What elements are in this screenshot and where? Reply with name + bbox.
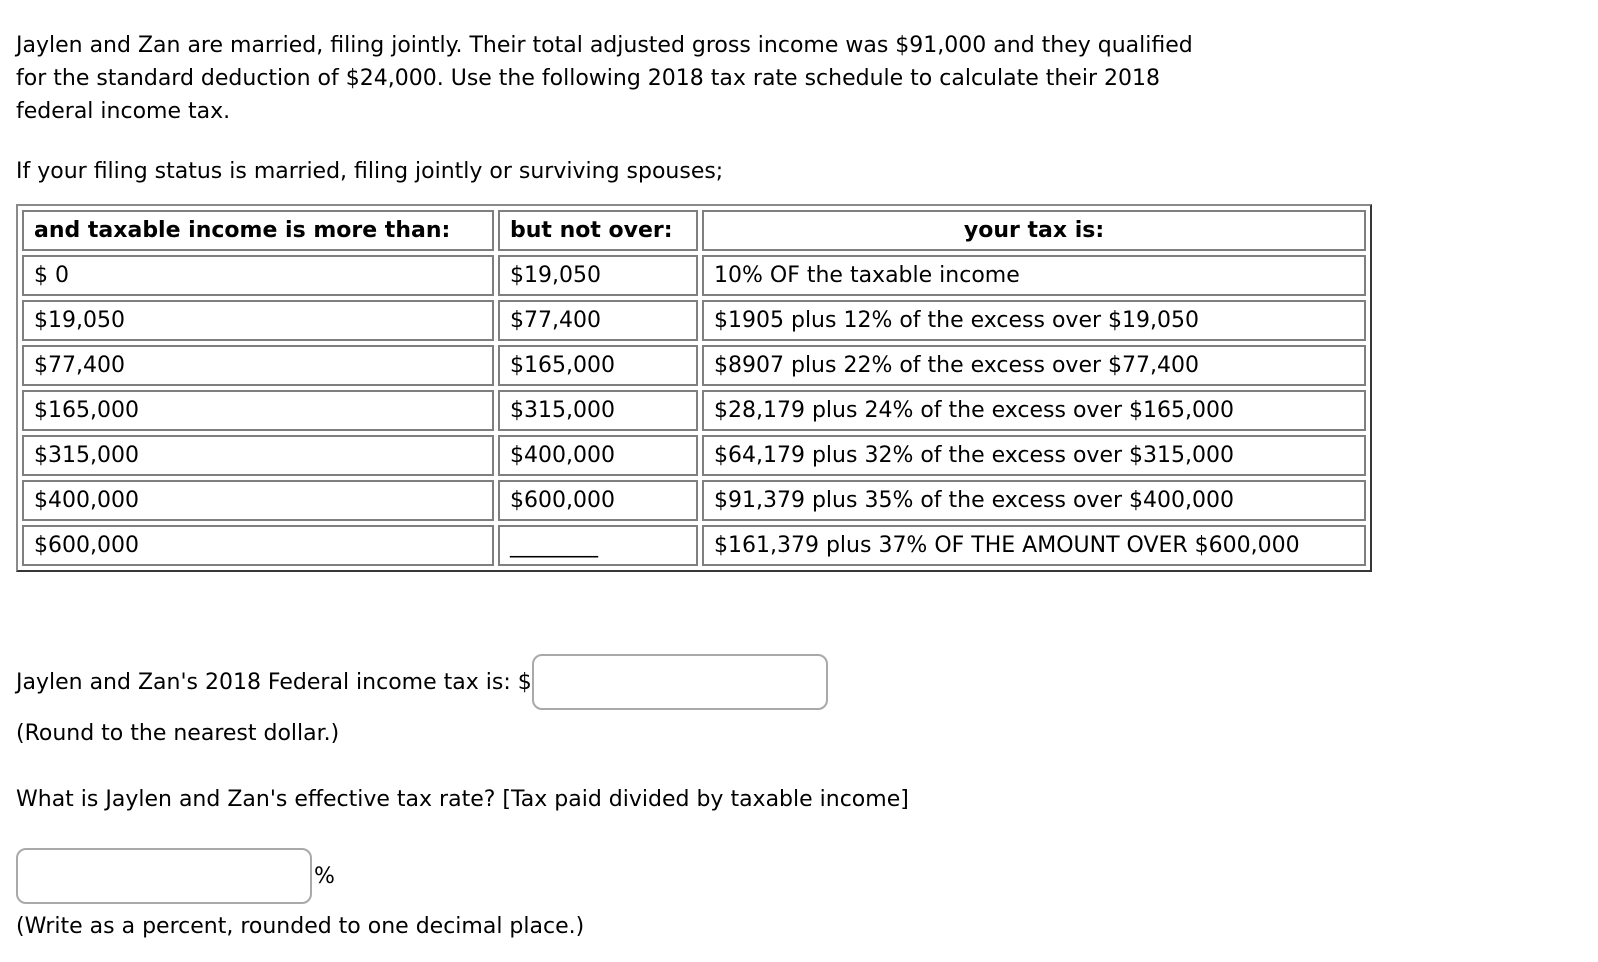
cell-more-than: $ 0	[22, 255, 494, 296]
col-header-but-not-over: but not over:	[498, 210, 698, 251]
federal-tax-answer-row: Jaylen and Zan's 2018 Federal income tax…	[16, 654, 1582, 710]
cell-more-than: $19,050	[22, 300, 494, 341]
problem-statement-line-2: for the standard deduction of $24,000. U…	[16, 66, 1160, 91]
cell-tax-formula: $91,379 plus 35% of the excess over $400…	[702, 480, 1366, 521]
federal-tax-label: Jaylen and Zan's 2018 Federal income tax…	[16, 669, 532, 695]
table-row: $77,400 $165,000 $8907 plus 22% of the e…	[22, 345, 1366, 386]
cell-not-over: $400,000	[498, 435, 698, 476]
percent-sign: %	[314, 863, 335, 889]
cell-not-over: $315,000	[498, 390, 698, 431]
table-row: $315,000 $400,000 $64,179 plus 32% of th…	[22, 435, 1366, 476]
cell-more-than: $77,400	[22, 345, 494, 386]
cell-not-over-blank-underline: ________	[498, 525, 698, 566]
cell-tax-formula: $28,179 plus 24% of the excess over $165…	[702, 390, 1366, 431]
cell-not-over: $165,000	[498, 345, 698, 386]
cell-tax-formula: $161,379 plus 37% OF THE AMOUNT OVER $60…	[702, 525, 1366, 566]
table-row: $165,000 $315,000 $28,179 plus 24% of th…	[22, 390, 1366, 431]
effective-tax-rate-question: What is Jaylen and Zan's effective tax r…	[16, 787, 909, 812]
cell-more-than: $315,000	[22, 435, 494, 476]
problem-statement: Jaylen and Zan are married, filing joint…	[16, 29, 1582, 128]
cell-more-than: $165,000	[22, 390, 494, 431]
cell-not-over: $77,400	[498, 300, 698, 341]
cell-more-than: $400,000	[22, 480, 494, 521]
round-to-dollar-hint: (Round to the nearest dollar.)	[16, 721, 340, 746]
cell-tax-formula: $8907 plus 22% of the excess over $77,40…	[702, 345, 1366, 386]
cell-tax-formula: $64,179 plus 32% of the excess over $315…	[702, 435, 1366, 476]
filing-status-line: If your filing status is married, filing…	[16, 159, 724, 184]
problem-statement-line-3: federal income tax.	[16, 99, 231, 124]
table-row: $ 0 $19,050 10% OF the taxable income	[22, 255, 1366, 296]
tax-rate-schedule-table: and taxable income is more than: but not…	[16, 204, 1372, 572]
effective-rate-answer-row: %	[16, 848, 1582, 904]
col-header-your-tax-is: your tax is:	[702, 210, 1366, 251]
table-row: $400,000 $600,000 $91,379 plus 35% of th…	[22, 480, 1366, 521]
cell-not-over: $600,000	[498, 480, 698, 521]
federal-tax-input[interactable]	[531, 654, 828, 710]
percent-format-hint: (Write as a percent, rounded to one deci…	[16, 914, 585, 939]
cell-not-over: $19,050	[498, 255, 698, 296]
cell-more-than: $600,000	[22, 525, 494, 566]
cell-tax-formula: $1905 plus 12% of the excess over $19,05…	[702, 300, 1366, 341]
effective-rate-input[interactable]	[16, 848, 312, 904]
problem-statement-line-1: Jaylen and Zan are married, filing joint…	[16, 33, 1193, 58]
table-row: $19,050 $77,400 $1905 plus 12% of the ex…	[22, 300, 1366, 341]
table-header-row: and taxable income is more than: but not…	[22, 210, 1366, 251]
col-header-taxable-income-more-than: and taxable income is more than:	[22, 210, 494, 251]
cell-tax-formula: 10% OF the taxable income	[702, 255, 1366, 296]
table-row: $600,000 ________ $161,379 plus 37% OF T…	[22, 525, 1366, 566]
